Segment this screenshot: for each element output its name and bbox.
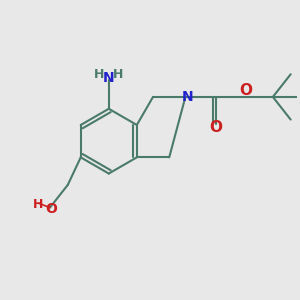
Text: H: H bbox=[32, 198, 43, 211]
Text: H: H bbox=[94, 68, 104, 81]
Text: N: N bbox=[182, 90, 193, 104]
Text: O: O bbox=[46, 202, 57, 216]
Text: H: H bbox=[113, 68, 123, 81]
Text: N: N bbox=[103, 71, 115, 85]
Text: O: O bbox=[239, 83, 252, 98]
Text: O: O bbox=[210, 121, 223, 136]
